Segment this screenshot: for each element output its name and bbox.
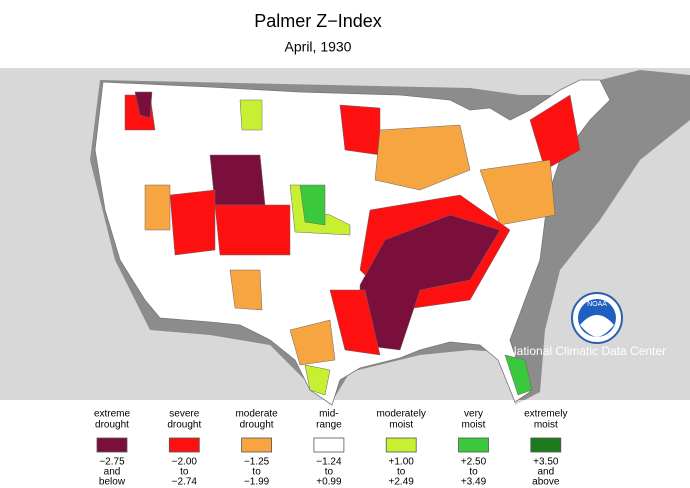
legend-label: moist bbox=[462, 420, 486, 431]
legend-range: +3.49 bbox=[461, 477, 487, 488]
legend-label: severe bbox=[169, 409, 199, 420]
credit: National Climatic Data Center bbox=[508, 344, 666, 358]
legend-range: to bbox=[469, 467, 478, 478]
legend-range: to bbox=[180, 467, 189, 478]
subtitle: April, 1930 bbox=[285, 39, 352, 55]
legend-range: to bbox=[252, 467, 261, 478]
legend-swatch bbox=[241, 437, 273, 453]
logo-text: NOAA bbox=[587, 301, 607, 308]
legend-range: to bbox=[325, 467, 334, 478]
legend-range: −2.75 bbox=[99, 457, 125, 468]
land-outline bbox=[0, 68, 690, 405]
legend-range: +2.49 bbox=[389, 477, 415, 488]
legend-range: +2.50 bbox=[461, 457, 487, 468]
noaa-logo: NOAA bbox=[571, 292, 623, 344]
legend-label: moist bbox=[534, 420, 558, 431]
legend-swatch bbox=[313, 437, 345, 453]
legend-range: above bbox=[532, 477, 560, 488]
legend-range: −1.99 bbox=[244, 477, 270, 488]
legend-label: moderate bbox=[235, 409, 278, 420]
legend-range: +0.99 bbox=[316, 477, 342, 488]
legend-swatch bbox=[96, 437, 128, 453]
legend-label: extreme bbox=[94, 409, 131, 420]
legend-label: drought bbox=[167, 420, 201, 431]
drought-regions bbox=[124, 91, 581, 396]
legend-label: moderately bbox=[376, 409, 425, 420]
legend-range: +3.50 bbox=[533, 457, 559, 468]
legend-range: +1.00 bbox=[389, 457, 415, 468]
legend-range: to bbox=[397, 467, 406, 478]
legend-swatch bbox=[530, 437, 562, 453]
legend-range: −2.74 bbox=[172, 477, 198, 488]
legend-label: range bbox=[316, 420, 342, 431]
legend-label: extremely bbox=[524, 409, 567, 420]
legend-range: −1.24 bbox=[316, 457, 342, 468]
legend-label: drought bbox=[95, 420, 129, 431]
legend-swatch bbox=[385, 437, 417, 453]
legend-range: −2.00 bbox=[172, 457, 198, 468]
title: Palmer Z−Index bbox=[254, 11, 382, 31]
legend-label: mid- bbox=[319, 409, 338, 420]
legend-swatch bbox=[458, 437, 489, 453]
legend-range: and bbox=[104, 467, 121, 478]
legend-range: and bbox=[537, 467, 554, 478]
legend-range: −1.25 bbox=[244, 457, 270, 468]
legend-label: drought bbox=[240, 420, 274, 431]
legend-label: moist bbox=[389, 420, 413, 431]
legend-label: very bbox=[464, 409, 483, 420]
legend-range: below bbox=[99, 477, 126, 488]
legend-swatch bbox=[168, 437, 200, 453]
legend: extremedrought−2.75andbelowseveredrought… bbox=[94, 409, 568, 488]
